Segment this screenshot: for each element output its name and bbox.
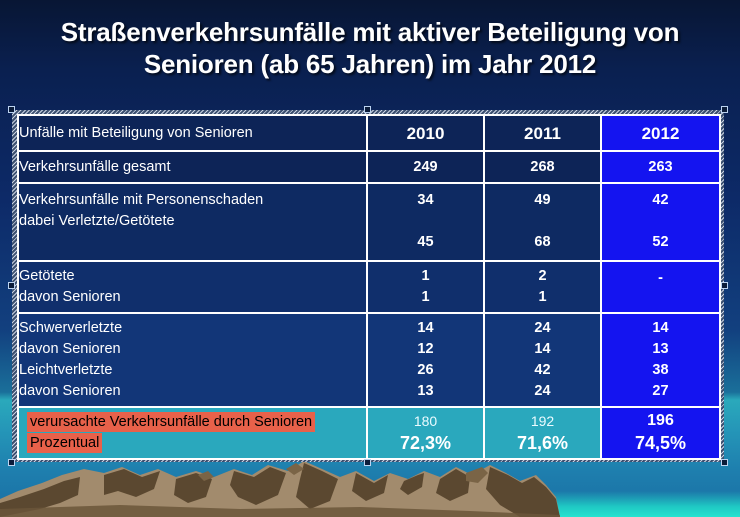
cell-getoetete-2012: - (600, 260, 721, 314)
cell-value-davon-leicht: 27 (652, 383, 669, 399)
table-row: verursachte Verkehrsunfälle durch Senior… (17, 406, 721, 460)
cell-value-leichtverletzte: 42 (534, 362, 551, 378)
table-row: Unfälle mit Beteiligung von Senioren 201… (17, 114, 721, 152)
cell-value-secondary: 1 (538, 289, 547, 305)
table-row: Getötete davon Senioren 1 1 2 1 - (17, 260, 721, 314)
cell-verursachte-2012: 196 74,5% (600, 406, 721, 460)
row-label-unfaelle-gesamt: Verkehrsunfälle gesamt (17, 150, 368, 184)
cell-value-davon-schwer: 14 (534, 341, 551, 357)
mountain-silhouette-svg (0, 461, 560, 517)
cell-spacer (485, 211, 600, 232)
column-header-2012: 2012 (600, 114, 721, 152)
cell-value-percent: 72,3% (399, 433, 452, 453)
cell-value-primary: 49 (534, 192, 551, 208)
cell-value-schwerverletzte: 24 (534, 320, 551, 336)
highlighted-label-verursachte: verursachte Verkehrsunfälle durch Senior… (27, 412, 316, 432)
row-label-line-2: davon Senioren (19, 289, 121, 305)
cell-verletzte-2012: 14 13 38 27 (600, 312, 721, 408)
cell-value-secondary: 68 (534, 234, 551, 250)
cell-value-count: 180 (413, 413, 438, 429)
cell-value-count: 196 (647, 412, 674, 429)
cell-value-schwerverletzte: 14 (417, 320, 434, 336)
row-label-line-2: dabei Verletzte/Getötete (19, 213, 175, 229)
row-header-label: Unfälle mit Beteiligung von Senioren (17, 114, 368, 152)
cell-verletzte-2010: 14 12 26 13 (366, 312, 485, 408)
cell-personenschaden-2011: 49 68 (483, 182, 602, 262)
table-row: Verkehrsunfälle gesamt 249 268 263 (17, 150, 721, 184)
row-label-personenschaden: Verkehrsunfälle mit Personenschaden dabe… (17, 182, 368, 262)
cell-value-secondary: 45 (417, 234, 434, 250)
cell-value-secondary: 1 (421, 289, 430, 305)
row-label-line-1: Getötete (19, 268, 75, 284)
cell-value-leichtverletzte: 38 (652, 362, 669, 378)
cell-gesamt-2010: 249 (366, 150, 485, 184)
cell-gesamt-2012: 263 (600, 150, 721, 184)
resize-handle-bottom-center[interactable] (364, 459, 371, 466)
statistics-table-container[interactable]: Unfälle mit Beteiligung von Senioren 201… (17, 114, 721, 460)
row-label-schwerverletzte: Schwerverletzte (19, 320, 123, 336)
cell-verletzte-2011: 24 14 42 24 (483, 312, 602, 408)
cell-value-davon-schwer: 13 (652, 341, 669, 357)
resize-handle-top-right[interactable] (721, 106, 728, 113)
resize-handle-middle-left[interactable] (8, 282, 15, 289)
cell-value-percent: 71,6% (516, 433, 569, 453)
table-row: Verkehrsunfälle mit Personenschaden dabe… (17, 182, 721, 262)
resize-handle-bottom-left[interactable] (8, 459, 15, 466)
resize-handle-bottom-right[interactable] (721, 459, 728, 466)
row-label-davon-senioren-leicht: davon Senioren (19, 383, 121, 399)
row-label-davon-senioren-schwer: davon Senioren (19, 341, 121, 357)
cell-verursachte-2011: 192 71,6% (483, 406, 602, 460)
row-label-leichtverletzte: Leichtverletzte (19, 362, 113, 378)
title-line-2: Senioren (ab 65 Jahren) im Jahr 2012 (143, 49, 597, 79)
row-label-verletzte-block: Schwerverletzte davon Senioren Leichtver… (17, 312, 368, 408)
cell-getoetete-2010: 1 1 (366, 260, 485, 314)
resize-handle-top-center[interactable] (364, 106, 371, 113)
cell-value-primary: 2 (538, 268, 547, 284)
cell-spacer (368, 211, 483, 232)
cell-gesamt-2011: 268 (483, 150, 602, 184)
cell-value-percent: 74,5% (634, 433, 687, 453)
column-header-2011: 2011 (483, 114, 602, 152)
page-title: Straßenverkehrsunfälle mit aktiver Betei… (0, 16, 740, 80)
cell-value-davon-leicht: 13 (417, 383, 434, 399)
table-row: Schwerverletzte davon Senioren Leichtver… (17, 312, 721, 408)
statistics-table: Unfälle mit Beteiligung von Senioren 201… (17, 114, 721, 460)
resize-handle-middle-right[interactable] (721, 282, 728, 289)
cell-value-primary: 34 (417, 192, 434, 208)
cell-value-secondary: 52 (652, 234, 669, 250)
cell-personenschaden-2012: 42 52 (600, 182, 721, 262)
column-header-2010: 2010 (366, 114, 485, 152)
cell-spacer (602, 211, 719, 232)
cell-value-primary: 42 (652, 192, 669, 208)
cell-value-davon-schwer: 12 (417, 341, 434, 357)
row-label-getoetete: Getötete davon Senioren (17, 260, 368, 314)
cell-value-count: 192 (530, 413, 555, 429)
cell-value-schwerverletzte: 14 (652, 320, 669, 336)
cell-value-primary: - (658, 270, 663, 286)
row-label-line-1: Verkehrsunfälle mit Personenschaden (19, 192, 264, 208)
row-label-verursachte-unfaelle: verursachte Verkehrsunfälle durch Senior… (17, 406, 368, 460)
cell-verursachte-2010: 180 72,3% (366, 406, 485, 460)
title-line-1: Straßenverkehrsunfälle mit aktiver Betei… (60, 17, 680, 47)
cell-value-davon-leicht: 24 (534, 383, 551, 399)
mountain-scenery (0, 447, 740, 517)
resize-handle-top-left[interactable] (8, 106, 15, 113)
cell-value-primary: 1 (421, 268, 430, 284)
cell-value-leichtverletzte: 26 (417, 362, 434, 378)
cell-getoetete-2011: 2 1 (483, 260, 602, 314)
highlighted-label-prozentual: Prozentual (27, 433, 103, 453)
cell-personenschaden-2010: 34 45 (366, 182, 485, 262)
